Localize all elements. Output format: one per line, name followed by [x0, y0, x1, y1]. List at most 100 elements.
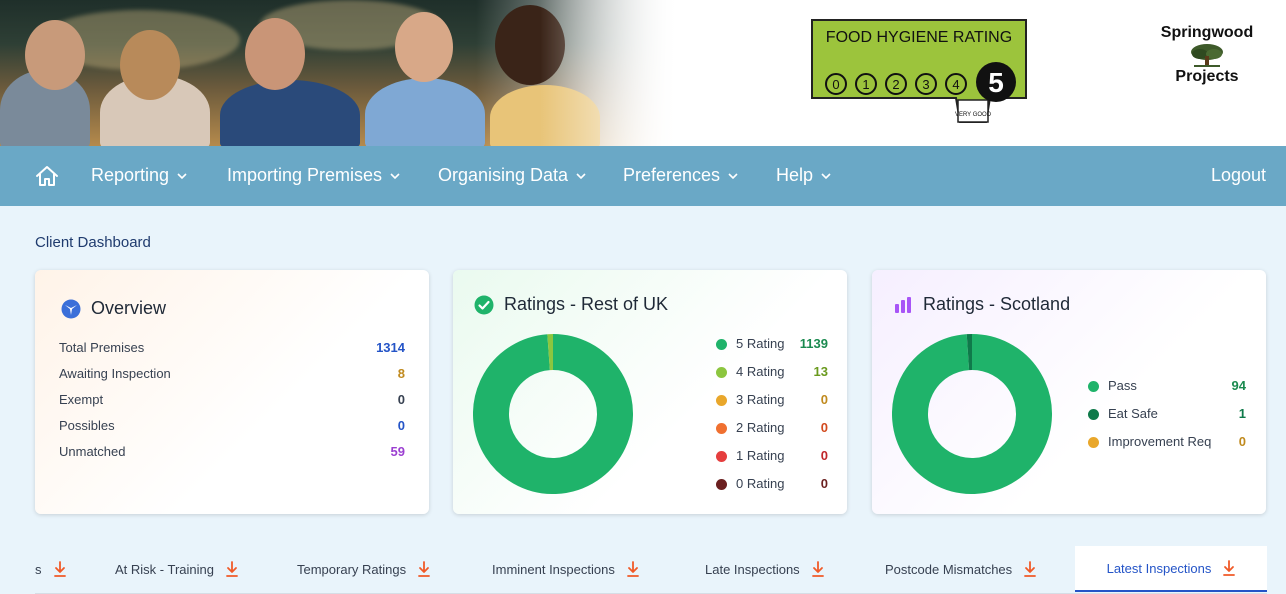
chevron-down-icon	[390, 172, 400, 179]
overview-row[interactable]: Unmatched 59	[59, 444, 405, 459]
download-icon[interactable]	[226, 561, 238, 577]
legend-dot	[716, 367, 727, 378]
hygiene-current-score: 5	[988, 67, 1004, 98]
overview-row-label: Exempt	[59, 392, 104, 407]
overview-row[interactable]: Total Premises 1314	[59, 340, 405, 355]
overview-row[interactable]: Awaiting Inspection 8	[59, 366, 405, 381]
legend-label: 0 Rating	[736, 476, 785, 491]
ratings-uk-donut	[473, 334, 633, 494]
home-icon[interactable]	[35, 165, 59, 187]
legend-item-pass[interactable]: Pass 94	[1088, 378, 1246, 396]
nav-preferences[interactable]: Preferences	[623, 165, 738, 186]
tab-label: Imminent Inspections	[492, 561, 615, 577]
food-hygiene-rating-badge: FOOD HYGIENE RATING 0 1 2 3 4 5 VERY GOO…	[810, 18, 1029, 126]
tab-label: Latest Inspections	[1106, 560, 1212, 576]
hygiene-scores: 0 1 2 3 4	[825, 73, 967, 95]
tab-s[interactable]: s	[35, 546, 75, 592]
legend-item-3-rating[interactable]: 3 Rating 0	[716, 392, 828, 410]
legend-label: 5 Rating	[736, 336, 785, 351]
legend-dot	[716, 423, 727, 434]
tab-at-risk-training[interactable]: At Risk - Training	[115, 546, 265, 592]
nav-organising-data[interactable]: Organising Data	[438, 165, 586, 186]
legend-item-2-rating[interactable]: 2 Rating 0	[716, 420, 828, 438]
overview-row-label: Unmatched	[59, 444, 126, 459]
legend-label: 4 Rating	[736, 364, 785, 379]
legend-value: 1	[1238, 406, 1246, 421]
overview-row-label: Total Premises	[59, 340, 145, 355]
nav-reporting[interactable]: Reporting	[91, 165, 187, 186]
brand-line1: Springwood	[1160, 24, 1254, 41]
download-icon[interactable]	[811, 561, 824, 577]
legend-value: 13	[813, 364, 828, 379]
download-icon[interactable]	[53, 561, 66, 577]
logout-link[interactable]: Logout	[1210, 165, 1266, 185]
legend-dot	[716, 479, 727, 490]
legend-label: Improvement Req	[1108, 434, 1212, 449]
legend-item-0-rating[interactable]: 0 Rating 0	[716, 476, 828, 494]
legend-dot	[716, 395, 727, 406]
ratings-scotland-donut	[892, 334, 1052, 494]
legend-item-eat-safe[interactable]: Eat Safe 1	[1088, 406, 1246, 424]
main-nav: Reporting Importing Premises Organising …	[0, 146, 1286, 206]
legend-value: 94	[1231, 378, 1246, 393]
tab-imminent-inspections[interactable]: Imminent Inspections	[492, 546, 664, 592]
donut-slice-pass[interactable]	[892, 334, 1052, 494]
download-icon[interactable]	[626, 561, 639, 577]
ratings-uk-card: Ratings - Rest of UK 5 Rating 1139 4 Ratin…	[453, 270, 847, 514]
tab-label: Postcode Mismatches	[885, 561, 1013, 577]
overview-row[interactable]: Possibles 0	[59, 418, 405, 433]
download-icon[interactable]	[418, 561, 431, 577]
legend-item-improvement-req[interactable]: Improvement Req 0	[1088, 434, 1246, 452]
tab-latest-inspections[interactable]: Latest Inspections	[1075, 546, 1267, 592]
overview-row-value: 0	[397, 418, 405, 433]
brand-line2: Projects	[1175, 68, 1239, 85]
tab-postcode-mismatches[interactable]: Postcode Mismatches	[885, 546, 1057, 592]
legend-label: 2 Rating	[736, 420, 785, 435]
legend-value: 0	[820, 448, 828, 463]
legend-value: 0	[820, 420, 828, 435]
nav-importing-premises[interactable]: Importing Premises	[227, 165, 400, 186]
legend-item-5-rating[interactable]: 5 Rating 1139	[716, 336, 828, 354]
header: FOOD HYGIENE RATING 0 1 2 3 4 5 VERY GOO…	[0, 0, 1286, 146]
svg-text:4: 4	[952, 77, 959, 92]
tab-label: At Risk - Training	[115, 561, 214, 577]
overview-icon	[61, 299, 81, 318]
legend-label: 3 Rating	[736, 392, 785, 407]
chevron-down-icon	[177, 172, 187, 179]
tab-late-inspections[interactable]: Late Inspections	[705, 546, 845, 592]
brand-logo[interactable]: Springwood Projects	[1150, 22, 1264, 92]
overview-row[interactable]: Exempt 0	[59, 392, 405, 407]
legend-value: 0	[820, 476, 828, 491]
legend-dot	[1088, 381, 1099, 392]
ratings-uk-legend: 5 Rating 1139 4 Rating 13 3 Rating 0 2 Rating 0…	[716, 336, 828, 496]
overview-row-label: Awaiting Inspection	[59, 366, 171, 381]
download-icon[interactable]	[1223, 560, 1236, 576]
legend-dot	[1088, 409, 1099, 420]
legend-label: Pass	[1108, 378, 1137, 393]
donut-slice-5-rating[interactable]	[473, 334, 633, 494]
legend-dot	[716, 451, 727, 462]
download-icon[interactable]	[1024, 561, 1037, 577]
nav-help[interactable]: Help	[776, 165, 831, 186]
chevron-down-icon	[728, 172, 738, 179]
ratings-uk-title: Ratings - Rest of UK	[474, 294, 668, 315]
overview-card: Overview Total Premises 1314 Awaiting Insp…	[35, 270, 429, 514]
tab-temporary-ratings[interactable]: Temporary Ratings	[297, 546, 457, 592]
legend-label: Eat Safe	[1108, 406, 1158, 421]
legend-label: 1 Rating	[736, 448, 785, 463]
tab-label: Temporary Ratings	[297, 561, 407, 577]
overview-row-value: 59	[390, 444, 405, 459]
overview-row-value: 0	[397, 392, 405, 407]
overview-row-label: Possibles	[59, 418, 115, 433]
svg-text:0: 0	[832, 77, 839, 92]
legend-item-1-rating[interactable]: 1 Rating 0	[716, 448, 828, 466]
tree-icon	[1191, 44, 1223, 67]
legend-item-4-rating[interactable]: 4 Rating 13	[716, 364, 828, 382]
ratings-scotland-card: Ratings - Scotland Pass 94 Eat Safe 1 Improv…	[872, 270, 1266, 514]
legend-value: 0	[1238, 434, 1246, 449]
ratings-scotland-title: Ratings - Scotland	[893, 294, 1070, 315]
chevron-down-icon	[576, 172, 586, 179]
legend-value: 1139	[799, 336, 828, 351]
legend-value: 0	[820, 392, 828, 407]
hero-image	[0, 0, 680, 146]
